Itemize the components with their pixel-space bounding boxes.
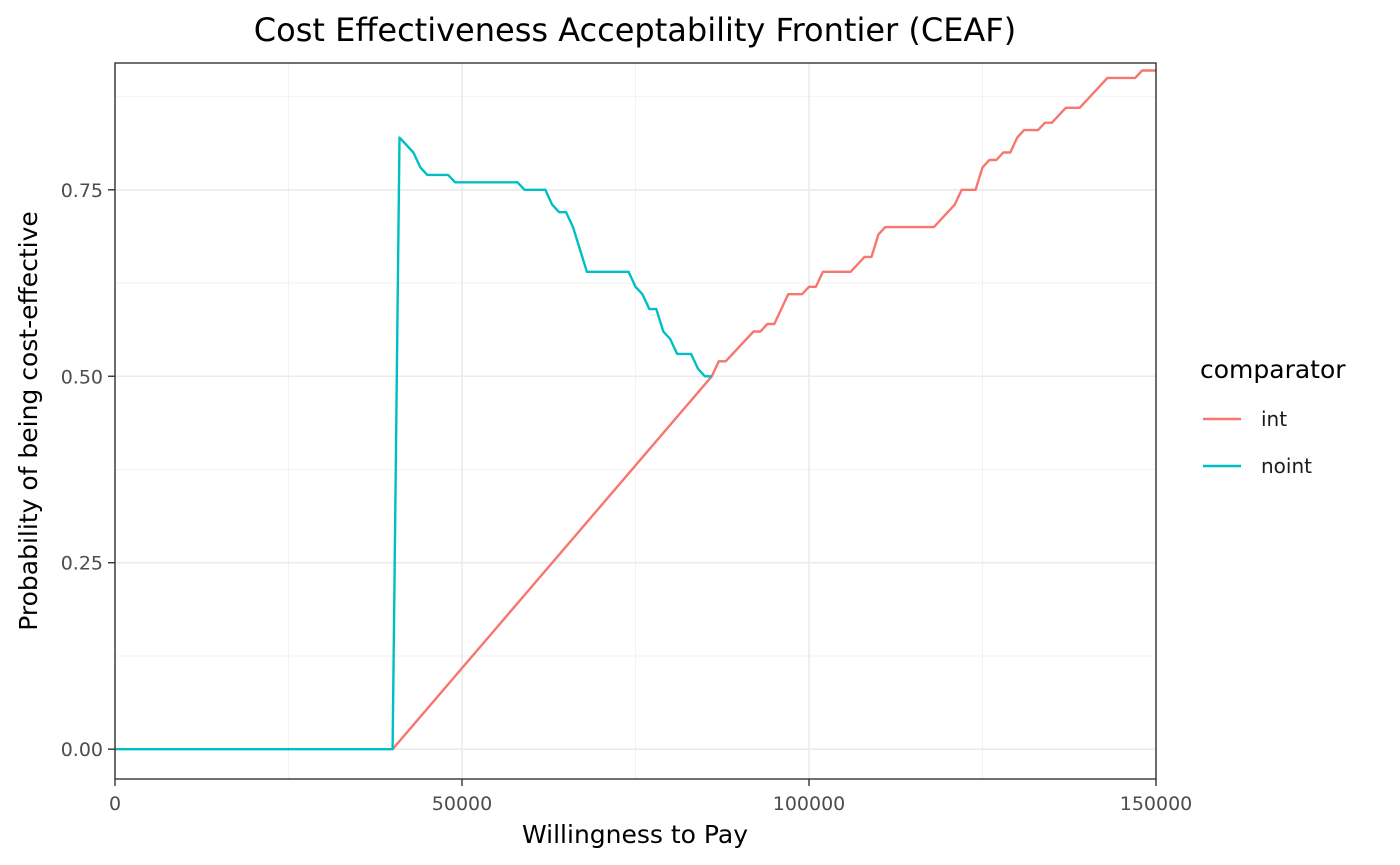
series-line-int bbox=[391, 69, 1156, 750]
y-tick-label: 0.00 bbox=[61, 739, 103, 761]
legend: comparator int noint bbox=[1200, 355, 1346, 478]
legend-label-noint: noint bbox=[1261, 454, 1312, 478]
y-tick-label: 0.50 bbox=[61, 366, 103, 388]
x-tick-label: 100000 bbox=[773, 793, 846, 815]
x-tick-label: 150000 bbox=[1120, 793, 1193, 815]
legend-item-noint: noint bbox=[1203, 454, 1312, 478]
x-tick-label: 0 bbox=[109, 793, 121, 815]
legend-item-int: int bbox=[1203, 407, 1287, 431]
legend-items: int noint bbox=[1203, 407, 1312, 478]
x-axis: 0 50000 100000 150000 bbox=[109, 779, 1192, 815]
y-axis: 0.00 0.25 0.50 0.75 bbox=[61, 180, 115, 761]
y-axis-title: Probability of being cost-effective bbox=[14, 211, 43, 631]
grid-minor bbox=[115, 63, 1156, 779]
series-line-noint bbox=[115, 136, 712, 751]
y-tick-label: 0.75 bbox=[61, 180, 103, 202]
panel-border bbox=[114, 62, 1157, 780]
legend-label-int: int bbox=[1261, 407, 1287, 431]
series-lines bbox=[115, 69, 1156, 751]
y-tick-label: 0.25 bbox=[61, 553, 103, 575]
legend-title: comparator bbox=[1200, 355, 1346, 384]
x-axis-title: Willingness to Pay bbox=[522, 820, 748, 849]
x-tick-label: 50000 bbox=[432, 793, 492, 815]
chart-title: Cost Effectiveness Acceptability Frontie… bbox=[254, 11, 1016, 49]
plot-panel bbox=[114, 62, 1157, 780]
